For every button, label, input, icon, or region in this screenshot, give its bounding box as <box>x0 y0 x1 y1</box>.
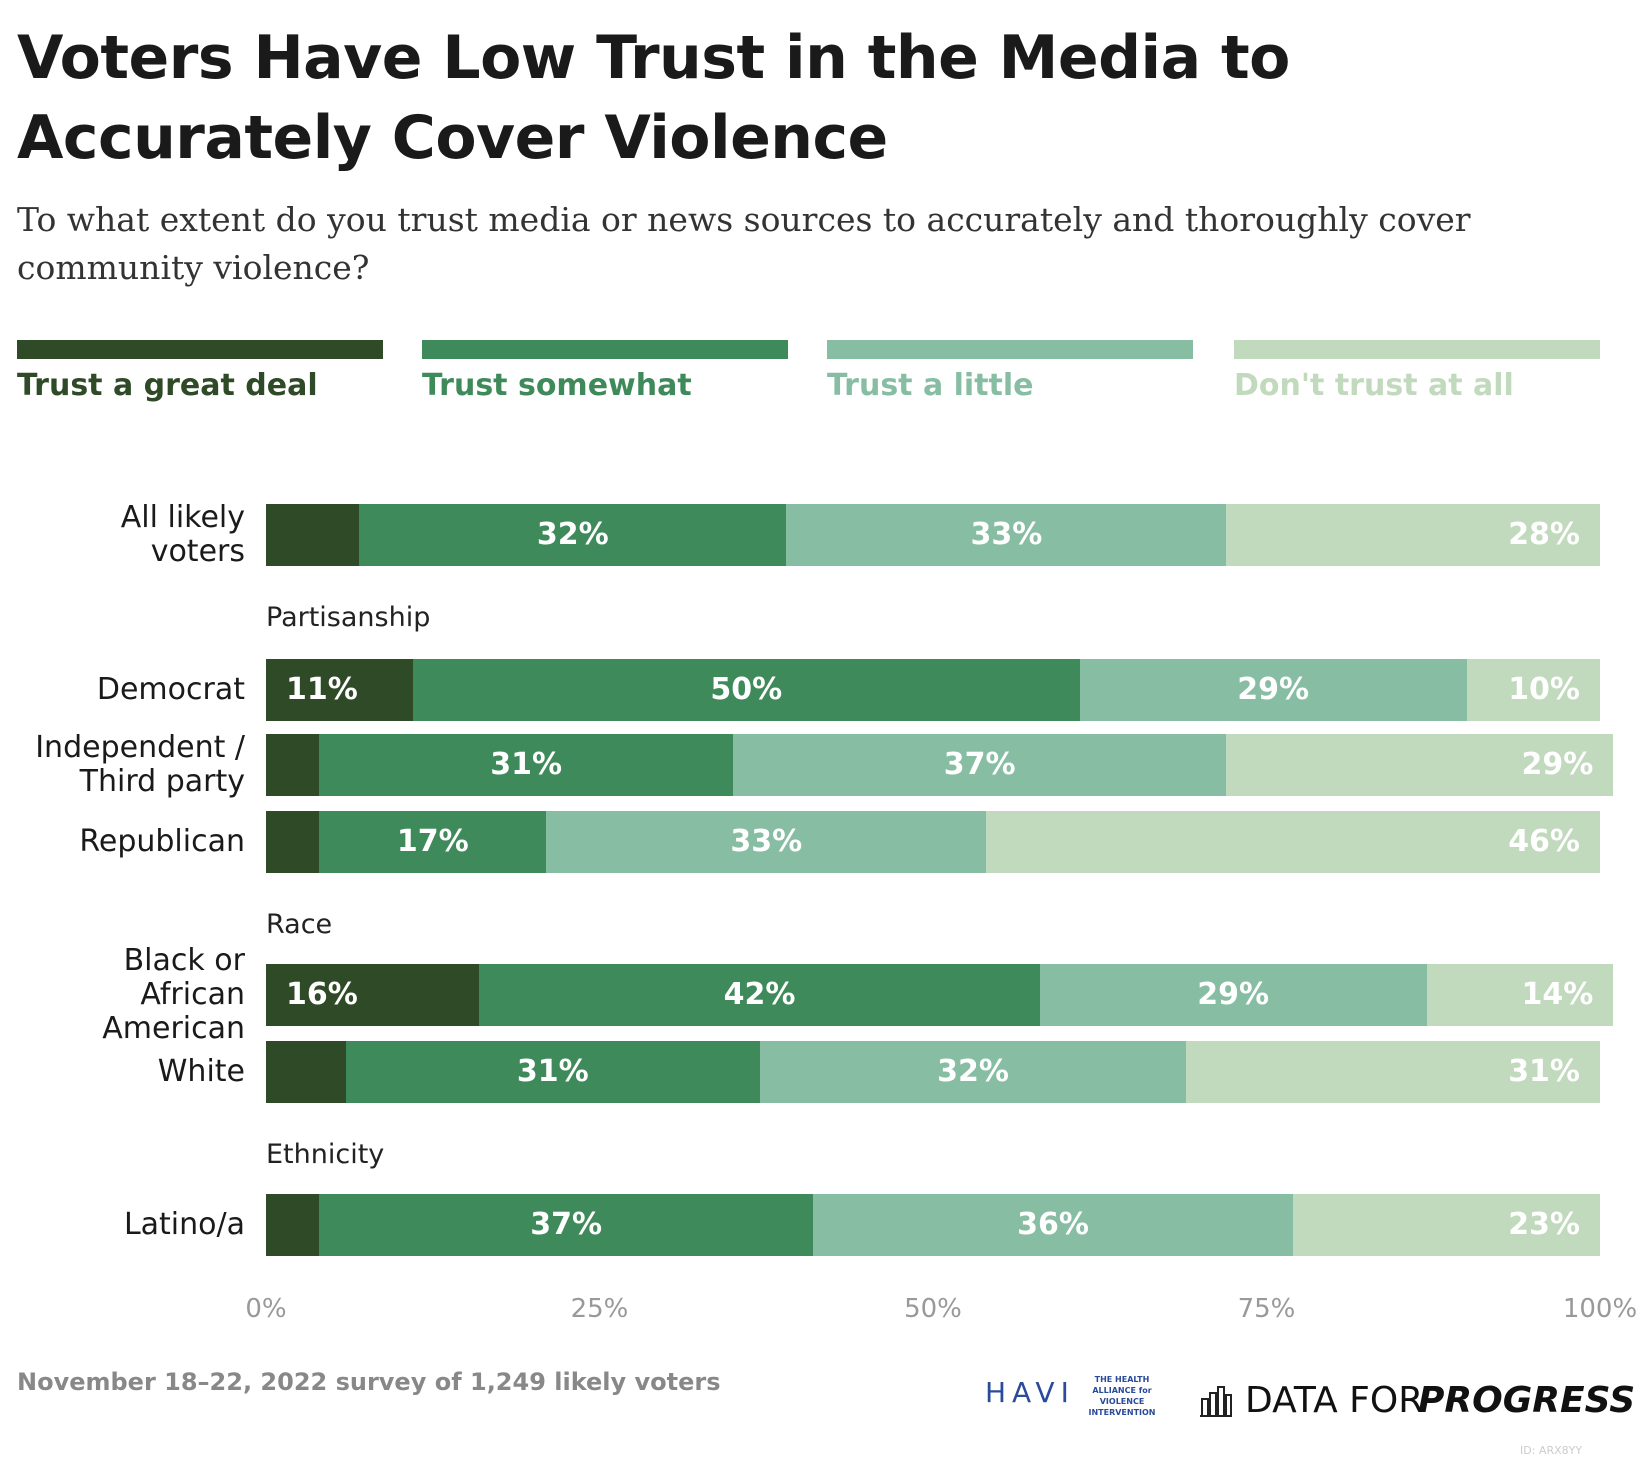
value-label: 28% <box>1508 517 1580 552</box>
category-label: Republican <box>79 824 245 859</box>
bar-segment <box>1226 504 1600 566</box>
legend-label: Trust a great deal <box>17 368 318 403</box>
legend-swatch <box>17 340 383 359</box>
bar-segment <box>319 1194 813 1256</box>
value-label: 37% <box>530 1207 603 1242</box>
legend-label: Trust somewhat <box>422 368 692 403</box>
value-label: 10% <box>1508 672 1580 707</box>
bar-segment <box>266 659 413 721</box>
value-label: 46% <box>1508 824 1580 859</box>
value-label: 23% <box>1508 1207 1580 1242</box>
x-tick-label: 75% <box>1237 1294 1296 1324</box>
value-label: 31% <box>516 1054 589 1089</box>
bar-segment <box>359 504 787 566</box>
bar-segment <box>986 811 1600 873</box>
havi-logo-text: THE HEALTH ALLIANCE for VIOLENCE INTERVE… <box>1088 1375 1156 1417</box>
bar-segment <box>412 659 1080 721</box>
legend-label: Don't trust at all <box>1234 368 1514 403</box>
bar-segment <box>266 811 320 873</box>
value-label: 33% <box>970 517 1043 552</box>
category-label: Latino/a <box>123 1207 245 1242</box>
value-label: 50% <box>710 672 783 707</box>
value-label: 29% <box>1237 672 1310 707</box>
chart-title: Voters Have Low Trust in the Media to Ac… <box>17 23 1290 173</box>
havi-logo: HAVI <box>985 1376 1075 1409</box>
bar-segment <box>759 1041 1187 1103</box>
value-label: 32% <box>536 517 609 552</box>
legend-swatch <box>827 340 1193 359</box>
category-label: All likely voters <box>120 500 245 569</box>
bar-segment <box>1186 1041 1600 1103</box>
bar-segment <box>786 504 1227 566</box>
bar-segment <box>266 734 320 796</box>
bar-segment <box>346 1041 760 1103</box>
value-label: 32% <box>937 1054 1009 1089</box>
bar-segment <box>1226 734 1614 796</box>
bar-segment <box>546 811 987 873</box>
bar-segment <box>1466 659 1600 721</box>
x-tick-label: 25% <box>570 1294 629 1324</box>
x-tick-label: 100% <box>1562 1294 1638 1324</box>
category-label: White <box>157 1054 245 1089</box>
dfp-logo: DATA FOR <box>1245 1380 1424 1421</box>
value-label: 16% <box>286 977 358 1012</box>
legend-label: Trust a little <box>827 368 1034 403</box>
x-tick-label: 50% <box>904 1294 962 1324</box>
value-label: 42% <box>723 977 796 1012</box>
bar-segment <box>266 504 360 566</box>
category-label: Democrat <box>96 672 245 707</box>
source-note: November 18–22, 2022 survey of 1,249 lik… <box>17 1368 721 1396</box>
group-label: Race <box>266 909 333 940</box>
bar-segment <box>1039 964 1427 1026</box>
group-label: Ethnicity <box>266 1139 385 1170</box>
bar-segment <box>319 734 733 796</box>
value-label: 29% <box>1521 747 1594 782</box>
bar-segment <box>1426 964 1614 1026</box>
legend-swatch <box>422 340 788 359</box>
dfp-logo-bold: PROGRESS <box>1418 1380 1636 1421</box>
bar-segment <box>266 1194 320 1256</box>
value-label: 31% <box>490 747 563 782</box>
bar-segment <box>479 964 1040 1026</box>
value-label: 29% <box>1197 977 1270 1012</box>
value-label: 31% <box>1508 1054 1580 1089</box>
legend-swatch <box>1234 340 1600 359</box>
value-label: 14% <box>1521 977 1594 1012</box>
x-tick-label: 0% <box>245 1294 287 1324</box>
value-label: 37% <box>943 747 1016 782</box>
bar-segment <box>319 811 547 873</box>
chart-subtitle: To what extent do you trust media or new… <box>17 200 1471 287</box>
group-label: Partisanship <box>266 602 431 633</box>
bar-segment <box>1079 659 1467 721</box>
bar-segment <box>266 1041 347 1103</box>
bar-segment <box>732 734 1227 796</box>
value-label: 33% <box>730 824 803 859</box>
chart-id: ID: ARX8YY <box>1520 1444 1583 1457</box>
value-label: 11% <box>286 672 358 707</box>
bar-segment <box>1293 1194 1600 1256</box>
bar-segment <box>812 1194 1294 1256</box>
dfp-icon <box>1200 1386 1232 1417</box>
value-label: 36% <box>1017 1207 1089 1242</box>
category-label: Black or African American <box>102 943 245 1046</box>
value-label: 17% <box>396 824 469 859</box>
category-label: Independent / Third party <box>35 730 245 799</box>
bar-segment <box>266 964 480 1026</box>
